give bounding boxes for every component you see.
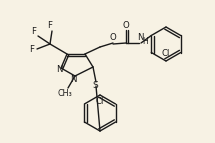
Text: O: O bbox=[110, 33, 116, 42]
Text: N: N bbox=[137, 33, 143, 42]
Text: F: F bbox=[32, 27, 37, 36]
Text: S: S bbox=[92, 82, 98, 91]
Text: F: F bbox=[48, 21, 52, 30]
Text: N: N bbox=[70, 75, 76, 84]
Text: O: O bbox=[123, 20, 129, 29]
Text: CH₃: CH₃ bbox=[58, 89, 72, 98]
Text: N: N bbox=[56, 64, 62, 74]
Text: F: F bbox=[29, 44, 34, 53]
Text: Cl: Cl bbox=[162, 49, 170, 58]
Text: Cl: Cl bbox=[96, 98, 104, 107]
Text: H: H bbox=[142, 37, 148, 46]
